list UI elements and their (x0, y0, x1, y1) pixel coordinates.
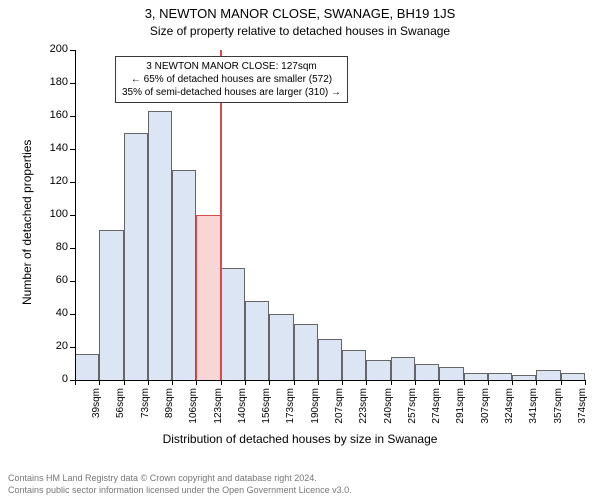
y-tick-label: 140 (33, 142, 68, 154)
y-tick-label: 100 (33, 208, 68, 220)
bar (269, 314, 293, 380)
x-axis-label: Distribution of detached houses by size … (0, 432, 600, 446)
bar-highlight (196, 215, 220, 380)
y-tick-label: 200 (33, 43, 68, 55)
footer-line-1: Contains HM Land Registry data © Crown c… (8, 473, 317, 483)
bar (75, 354, 99, 380)
x-axis (75, 380, 585, 381)
bar (124, 133, 148, 381)
bar (391, 357, 415, 380)
bar (366, 360, 390, 380)
bar (561, 373, 585, 380)
bar (148, 111, 172, 380)
y-tick-label: 180 (33, 76, 68, 88)
footer-line-2: Contains public sector information licen… (8, 485, 352, 495)
callout-line-1: 3 NEWTON MANOR CLOSE: 127sqm (146, 61, 316, 72)
bar (342, 350, 366, 380)
y-tick-label: 80 (33, 241, 68, 253)
y-tick-label: 120 (33, 175, 68, 187)
bar (245, 301, 269, 380)
callout-line-2: ← 65% of detached houses are smaller (57… (131, 74, 332, 85)
bar (415, 364, 439, 381)
bar (221, 268, 245, 380)
x-tick (585, 380, 586, 385)
footer-attribution: Contains HM Land Registry data © Crown c… (8, 472, 352, 496)
y-tick-label: 20 (33, 340, 68, 352)
callout-line-3: 35% of semi-detached houses are larger (… (122, 87, 341, 98)
bar (99, 230, 123, 380)
bar (172, 170, 196, 380)
y-tick-label: 160 (33, 109, 68, 121)
page-title: 3, NEWTON MANOR CLOSE, SWANAGE, BH19 1JS (0, 6, 600, 21)
y-tick-label: 0 (33, 373, 68, 385)
bar (536, 370, 560, 380)
bar (464, 373, 488, 380)
y-tick-label: 40 (33, 307, 68, 319)
page-subtitle: Size of property relative to detached ho… (0, 24, 600, 38)
bar (294, 324, 318, 380)
y-axis-label: Number of detached properties (20, 140, 34, 305)
callout-box: 3 NEWTON MANOR CLOSE: 127sqm ← 65% of det… (115, 56, 348, 103)
y-tick-label: 60 (33, 274, 68, 286)
y-axis (75, 50, 76, 380)
bar (439, 367, 463, 380)
bar (318, 339, 342, 380)
bar (488, 373, 512, 380)
